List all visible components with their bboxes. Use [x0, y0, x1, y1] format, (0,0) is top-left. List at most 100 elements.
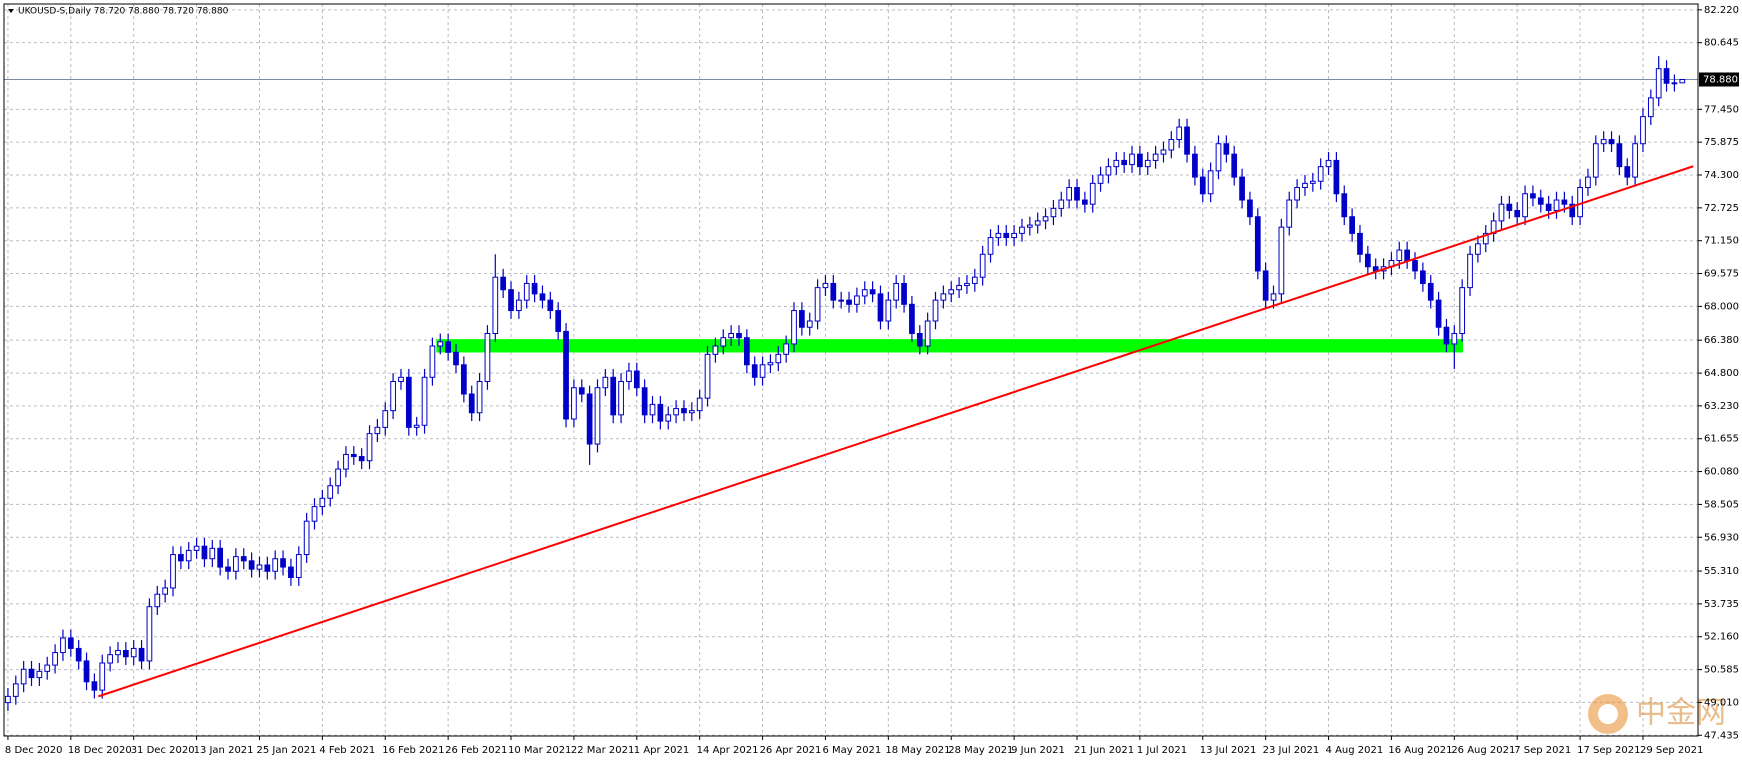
candle-body: [909, 303, 915, 335]
y-tick-label: 58.505: [1704, 499, 1739, 510]
marks: [4, 56, 1698, 711]
x-tick-label: 26 Apr 2021: [760, 745, 822, 756]
candle-body: [1199, 176, 1206, 195]
candle-body: [1482, 232, 1489, 245]
candle-body: [193, 545, 200, 551]
candle-body: [1113, 159, 1120, 168]
candle-body: [1105, 166, 1112, 176]
candle-body: [586, 393, 593, 445]
candle-body: [130, 647, 137, 658]
candle-body: [445, 341, 451, 353]
candle-body: [28, 668, 35, 679]
candle-body: [138, 647, 145, 662]
candle-body: [1655, 68, 1662, 99]
y-tick-label: 56.930: [1704, 532, 1739, 543]
candle-body: [1144, 159, 1151, 168]
candle-body: [649, 403, 656, 416]
candle-body: [1097, 174, 1104, 184]
candle-body: [382, 410, 389, 428]
candle-body: [1317, 166, 1324, 182]
candle-body: [924, 320, 931, 347]
candle-body: [1247, 199, 1253, 218]
candle-body: [791, 310, 797, 345]
candle-body: [240, 556, 247, 562]
x-tick-label: 17 Sep 2021: [1577, 745, 1640, 756]
x-tick-label: 6 May 2021: [822, 745, 881, 756]
y-tick-label: 82.220: [1704, 5, 1739, 16]
candle-body: [1663, 68, 1670, 84]
candle-body: [1553, 199, 1560, 211]
candle-body: [248, 560, 255, 570]
grid: [4, 4, 1698, 736]
candle-body: [421, 376, 428, 426]
candle-body: [1577, 187, 1583, 218]
candle-body: [1537, 197, 1544, 205]
candle-body: [390, 380, 396, 412]
candle-body: [225, 566, 231, 572]
candle-body: [460, 364, 467, 395]
candle-body: [916, 333, 923, 347]
x-tick-label: 25 Jan 2021: [256, 745, 316, 756]
candle-body: [799, 310, 805, 328]
y-tick-label: 63.230: [1704, 401, 1739, 412]
candle-body: [122, 649, 129, 658]
candle-body: [1341, 193, 1348, 218]
watermark: 中金网: [1636, 696, 1726, 731]
x-tick-label: 4 Feb 2021: [319, 745, 375, 756]
candle-body: [44, 664, 51, 672]
candle-body: [822, 282, 829, 289]
candle-body: [971, 276, 978, 284]
menu-arrow: [8, 9, 14, 13]
x-tick-label: 8 Dec 2020: [5, 745, 63, 756]
candle-body: [453, 351, 459, 366]
x-tick-label: 10 Mar 2021: [508, 745, 571, 756]
candle-body: [343, 453, 349, 470]
candle-body: [52, 652, 58, 666]
candle-body: [743, 337, 750, 366]
candle-body: [814, 287, 821, 322]
x-tick-label: 1 Apr 2021: [634, 745, 689, 756]
candle-body: [319, 497, 326, 508]
x-tick-label: 1 Jul 2021: [1137, 745, 1187, 756]
candle-body: [1160, 149, 1167, 155]
candle-body: [405, 376, 412, 428]
y-tick-label: 52.160: [1704, 632, 1739, 643]
candle-body: [901, 282, 907, 305]
candle-body: [712, 345, 719, 355]
candle-body: [1058, 199, 1065, 209]
candle-body: [830, 282, 837, 301]
candle-body: [1066, 187, 1072, 201]
y-tick-label: 75.875: [1704, 137, 1739, 148]
current-price-tag: [1699, 72, 1739, 87]
y-tick-label: 47.435: [1704, 730, 1739, 741]
candle-body: [146, 606, 153, 662]
candle-body: [429, 345, 436, 378]
candle-body: [178, 554, 184, 562]
candle-body: [12, 683, 19, 697]
candle-body: [484, 333, 491, 382]
candle-body: [1624, 166, 1631, 178]
candle-body: [681, 408, 687, 414]
candle-body: [303, 520, 310, 556]
candle-body: [1215, 143, 1222, 172]
candle-body: [940, 293, 947, 301]
x-tick-label: 13 Jul 2021: [1200, 745, 1257, 756]
y-tick-label: 71.150: [1704, 236, 1739, 247]
candle-body: [1176, 126, 1183, 141]
y-tick-label: 69.575: [1704, 269, 1739, 280]
candle-body: [185, 549, 192, 562]
candle-body: [641, 387, 648, 416]
candle-body: [1074, 187, 1080, 201]
x-tick-label: 26 Feb 2021: [445, 745, 507, 756]
candle-body: [1168, 139, 1175, 151]
candle-body: [272, 558, 279, 572]
candle-body: [107, 654, 113, 664]
x-tick-label: 7 Sep 2021: [1514, 745, 1571, 756]
candle-body: [508, 289, 514, 312]
candle-body: [1600, 139, 1607, 145]
candle-body: [1443, 326, 1450, 345]
candle-body: [1184, 126, 1190, 155]
candle-body: [1435, 299, 1442, 328]
x-tick-label: 21 Jun 2021: [1074, 745, 1134, 756]
